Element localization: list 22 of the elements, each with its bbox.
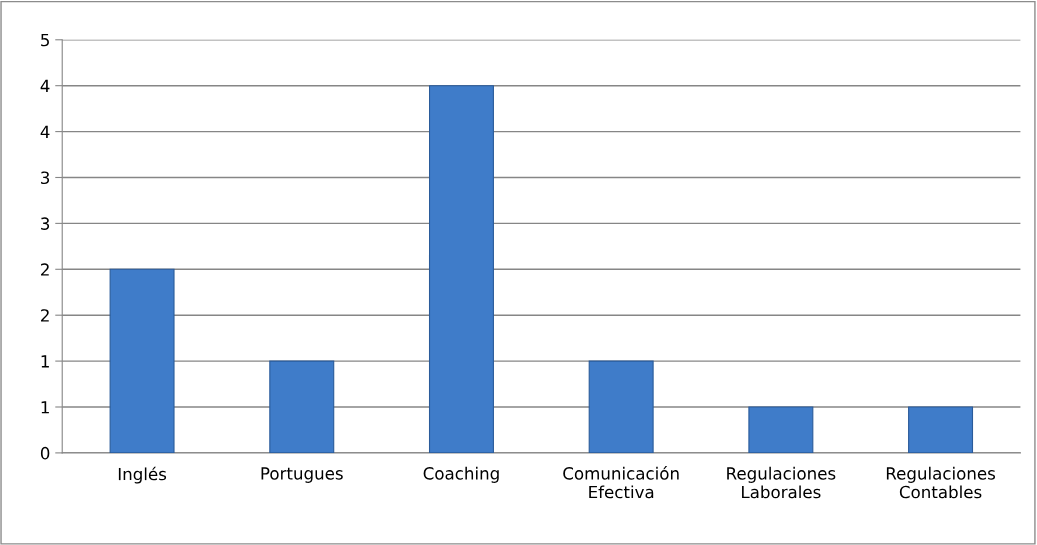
y-tick-label: 1 (41, 355, 49, 368)
y-tick-label: 4 (40, 125, 50, 138)
bar (588, 360, 654, 453)
y-tick-label: 0 (40, 446, 50, 460)
y-tick-label: 5 (41, 33, 49, 47)
x-tick-label: Regulaciones Laborales (727, 466, 836, 499)
x-tick-label: Comunicación Efectiva (563, 466, 679, 499)
x-tick-label: Inglés (118, 466, 167, 484)
bar (428, 85, 494, 453)
y-tick-label: 2 (41, 309, 49, 322)
x-tick-label: Coaching (423, 466, 499, 483)
bar (109, 268, 175, 453)
y-tick-label: 1 (41, 401, 49, 414)
bar (908, 406, 974, 453)
y-tick-label: 3 (41, 171, 50, 185)
y-tick-label: 4 (40, 79, 50, 93)
x-tick-label: Regulaciones Contables (886, 466, 996, 499)
bar (269, 360, 335, 453)
y-tick-label: 2 (41, 263, 49, 276)
bar (748, 406, 814, 453)
y-tick-label: 3 (41, 217, 50, 230)
x-tick-label: Portugues (261, 467, 343, 483)
